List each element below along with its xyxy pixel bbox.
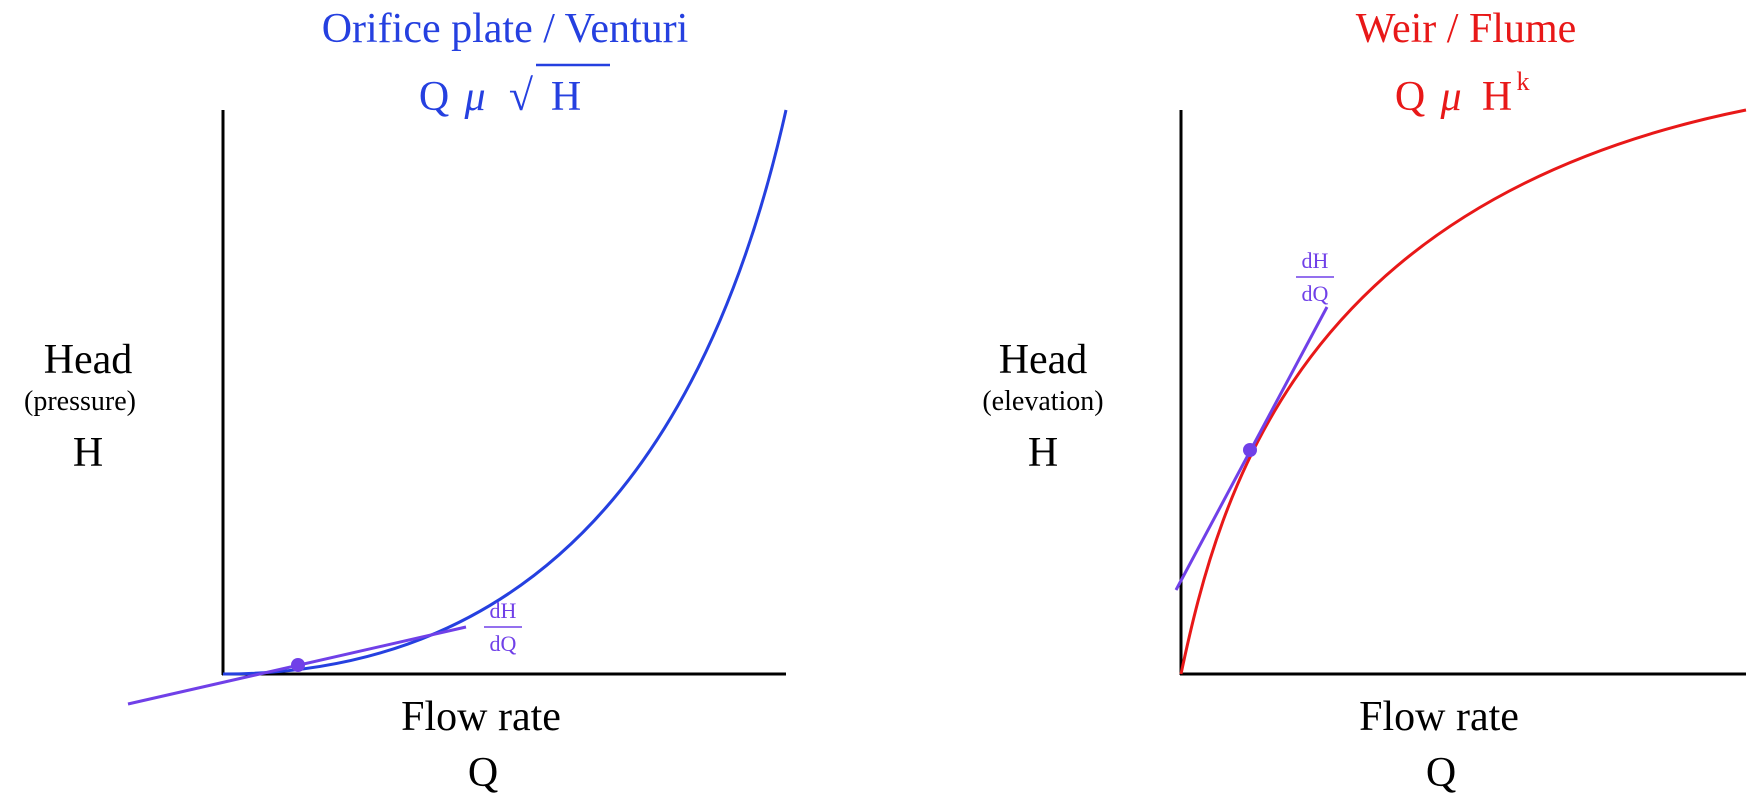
left-y-label-h: H	[73, 430, 103, 476]
left-formula-mu: μ	[463, 74, 485, 120]
right-title: Weir / Flume	[1356, 6, 1577, 52]
left-slope-numerator: dH	[490, 598, 517, 623]
right-formula-exponent: k	[1517, 67, 1530, 96]
right-y-label-elevation: (elevation)	[982, 386, 1103, 417]
left-curve	[222, 109, 788, 676]
right-curve	[1179, 108, 1747, 675]
left-tangent-point	[291, 658, 305, 672]
right-slope-numerator: dH	[1302, 248, 1329, 273]
right-tangent-point	[1243, 443, 1257, 457]
right-slope-denominator: dQ	[1302, 281, 1329, 306]
right-y-label: Head (elevation) H	[982, 337, 1103, 476]
left-formula-q: Q	[419, 74, 449, 120]
left-x-label-flow-rate: Flow rate	[401, 694, 561, 740]
right-formula-q: Q	[1395, 74, 1425, 120]
left-x-label: Flow rate Q	[401, 694, 561, 796]
right-formula-mu: μ	[1439, 74, 1461, 120]
right-formula-h: H	[1482, 74, 1512, 120]
left-formula: Q μ √ H	[419, 63, 610, 120]
right-y-label-head: Head	[999, 337, 1088, 383]
left-y-label-pressure: (pressure)	[24, 386, 136, 417]
left-slope-label: dH dQ	[484, 598, 522, 656]
right-x-label-q: Q	[1426, 750, 1456, 796]
left-x-label-q: Q	[468, 750, 498, 796]
right-formula: Q μ H k	[1395, 67, 1530, 120]
left-title: Orifice plate / Venturi	[322, 6, 689, 52]
right-y-label-h: H	[1028, 430, 1058, 476]
left-y-label: Head (pressure) H	[24, 337, 136, 476]
left-y-label-head: Head	[44, 337, 133, 383]
right-panel: Weir / Flume Q μ H k Head (elevation) H …	[982, 6, 1747, 796]
right-axes	[1179, 110, 1746, 676]
right-slope-label: dH dQ	[1296, 248, 1334, 306]
left-formula-h: H	[551, 74, 581, 120]
left-axes	[221, 110, 786, 676]
right-x-label-flow-rate: Flow rate	[1359, 694, 1519, 740]
left-formula-radical: √	[509, 71, 534, 120]
right-x-label: Flow rate Q	[1359, 694, 1519, 796]
left-panel: Orifice plate / Venturi Q μ √ H Head (pr…	[24, 6, 788, 796]
left-slope-denominator: dQ	[490, 631, 517, 656]
